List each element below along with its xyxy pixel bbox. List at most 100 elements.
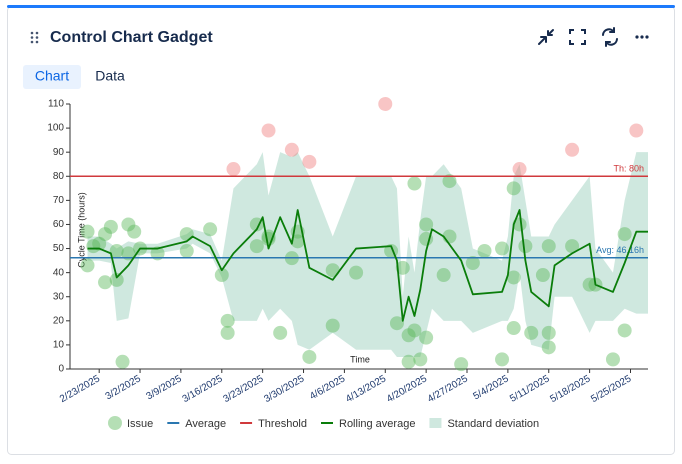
outlier-point: [261, 123, 276, 138]
threshold-label: Th: 80h: [613, 164, 644, 174]
issue-point: [179, 227, 194, 242]
average-label: Avg: 46.16h: [596, 245, 644, 255]
outlier-point: [284, 142, 299, 157]
y-tick-label: 70: [53, 195, 65, 206]
issue-point: [389, 316, 404, 331]
issue-point: [121, 217, 136, 232]
issue-point: [535, 268, 550, 283]
issue-point: [103, 219, 118, 234]
legend-label: Standard deviation: [447, 418, 539, 430]
issue-point: [495, 241, 510, 256]
tab-active[interactable]: [23, 65, 81, 89]
issue-point: [605, 352, 620, 367]
issue-point: [436, 268, 451, 283]
issue-point: [506, 321, 521, 336]
issue-point: [92, 236, 107, 251]
legend-item[interactable]: Average: [167, 418, 226, 430]
issue-point: [419, 217, 434, 232]
issue-point: [524, 325, 539, 340]
y-tick-label: 90: [53, 147, 65, 158]
issue-point: [214, 268, 229, 283]
issue-point: [407, 323, 422, 338]
y-tick-label: 80: [53, 171, 65, 182]
fullscreen-icon[interactable]: [569, 29, 586, 45]
issue-point: [454, 357, 469, 372]
outlier-point: [378, 97, 393, 111]
outlier-point: [512, 162, 527, 177]
issue-point: [349, 265, 364, 280]
issue-point: [121, 246, 136, 261]
issue-point: [109, 243, 124, 258]
issue-point: [325, 318, 340, 333]
rolling-average-line: [87, 209, 648, 322]
legend-label: Threshold: [258, 418, 307, 430]
issue-point: [98, 275, 113, 290]
y-tick-label: 50: [53, 243, 65, 254]
issue-point: [442, 174, 457, 189]
y-tick-label: 100: [47, 123, 64, 134]
issue-point: [127, 224, 142, 239]
y-tick-label: 40: [53, 267, 65, 278]
issue-point: [302, 349, 317, 364]
issue-point: [495, 352, 510, 367]
issue-point: [115, 354, 130, 369]
drag-handle[interactable]: [30, 31, 39, 44]
issue-point: [506, 270, 521, 285]
y-tick-label: 110: [48, 99, 64, 110]
outlier-point: [302, 154, 317, 169]
legend-label: Average: [185, 418, 226, 430]
y-tick-label: 20: [53, 315, 65, 326]
std-band: [87, 152, 649, 357]
issue-point: [290, 234, 305, 249]
y-tick-label: 60: [53, 219, 65, 230]
tab-data[interactable]: Data: [95, 68, 125, 84]
issue-point: [98, 227, 113, 242]
tab-chart[interactable]: Chart: [35, 68, 69, 84]
issue-point: [477, 243, 492, 258]
legend-swatch: [429, 418, 442, 428]
card-top-border: [7, 5, 675, 8]
y-tick-label: 0: [58, 364, 64, 375]
x-axis-label: Time: [350, 354, 370, 364]
issue-point: [395, 260, 410, 275]
issue-point: [401, 354, 416, 369]
issue-point: [220, 313, 235, 328]
issue-point: [261, 231, 276, 246]
legend-item[interactable]: Threshold: [240, 418, 307, 430]
issue-point: [407, 176, 422, 191]
issue-point: [325, 263, 340, 278]
issue-point: [80, 258, 95, 273]
outlier-point: [565, 142, 580, 157]
legend-item[interactable]: Rolling average: [321, 418, 415, 430]
issue-point: [273, 325, 288, 340]
more-icon[interactable]: [635, 35, 649, 39]
issue-point: [401, 328, 416, 343]
issue-point: [220, 325, 235, 340]
outlier-point: [629, 123, 644, 138]
legend-item[interactable]: Standard deviation: [429, 418, 539, 430]
issue-point: [249, 239, 264, 254]
issue-point: [150, 246, 165, 261]
legend-item[interactable]: Issue: [108, 416, 153, 430]
issue-point: [419, 330, 434, 345]
issue-point: [541, 340, 556, 355]
issue-point: [541, 325, 556, 340]
issue-point: [86, 239, 101, 254]
minimize-icon[interactable]: [538, 29, 554, 45]
refresh-icon[interactable]: [602, 27, 618, 47]
outlier-point: [226, 162, 241, 177]
y-axis-label: Cycle Time (hours): [76, 192, 86, 268]
legend-label: Issue: [127, 418, 153, 430]
issue-point: [465, 256, 480, 270]
issue-point: [413, 352, 428, 367]
issue-point: [541, 239, 556, 254]
legend-swatch: [108, 416, 122, 430]
issue-point: [179, 243, 194, 258]
issue-point: [617, 323, 632, 338]
issue-point: [506, 181, 521, 196]
y-tick-label: 10: [53, 340, 65, 351]
legend-label: Rolling average: [339, 418, 415, 430]
issue-point: [80, 224, 95, 239]
issue-point: [582, 277, 597, 292]
